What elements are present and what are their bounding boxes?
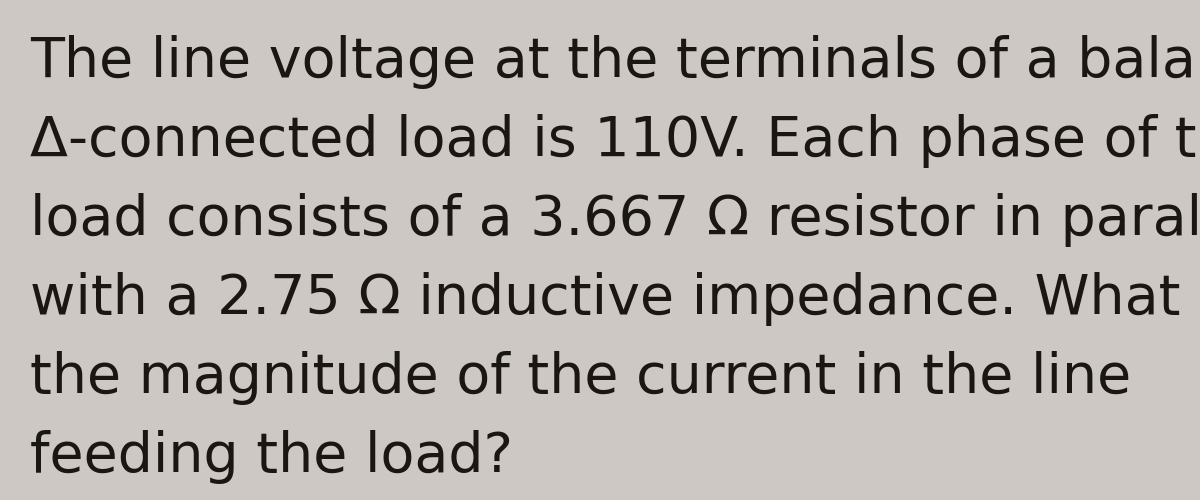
Text: load consists of a 3.667 Ω resistor in parallel: load consists of a 3.667 Ω resistor in p… (30, 193, 1200, 247)
Text: with a 2.75 Ω inductive impedance. What is: with a 2.75 Ω inductive impedance. What … (30, 272, 1200, 326)
Text: Δ-connected load is 110V. Each phase of the: Δ-connected load is 110V. Each phase of … (30, 114, 1200, 168)
Text: feeding the load?: feeding the load? (30, 430, 514, 484)
Text: The line voltage at the terminals of a balanced: The line voltage at the terminals of a b… (30, 35, 1200, 89)
Text: the magnitude of the current in the line: the magnitude of the current in the line (30, 351, 1132, 405)
